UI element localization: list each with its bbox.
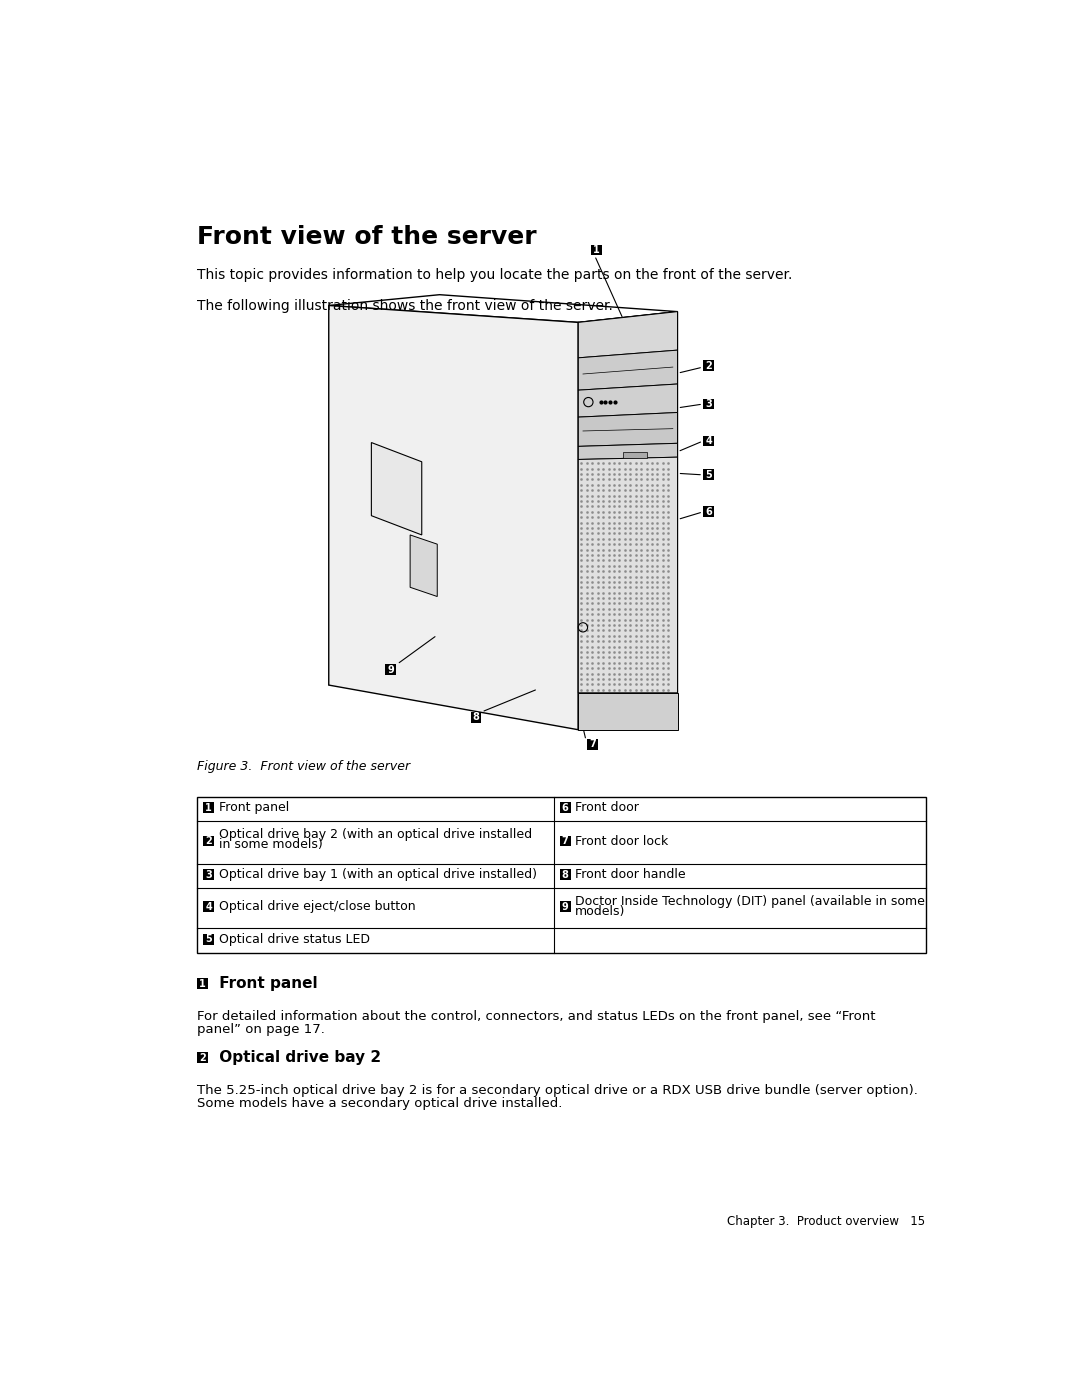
Text: 1: 1 bbox=[205, 802, 212, 813]
Text: The following illustration shows the front view of the server.: The following illustration shows the fro… bbox=[197, 299, 612, 313]
Polygon shape bbox=[578, 384, 677, 418]
Text: 3: 3 bbox=[705, 400, 712, 409]
Text: 3: 3 bbox=[205, 869, 212, 880]
Text: Optical drive status LED: Optical drive status LED bbox=[218, 933, 369, 946]
Text: Front door: Front door bbox=[576, 800, 639, 814]
Bar bbox=[703, 398, 714, 409]
Polygon shape bbox=[410, 535, 437, 597]
Text: 8: 8 bbox=[473, 712, 480, 722]
Text: Figure 3.  Front view of the server: Figure 3. Front view of the server bbox=[197, 760, 410, 773]
Text: Front panel: Front panel bbox=[218, 800, 289, 814]
Bar bbox=[197, 1052, 207, 1063]
Text: 2: 2 bbox=[705, 360, 712, 370]
Polygon shape bbox=[578, 443, 677, 460]
Bar bbox=[703, 507, 714, 517]
Text: Optical drive eject/close button: Optical drive eject/close button bbox=[218, 900, 416, 914]
Polygon shape bbox=[578, 312, 677, 358]
Text: models): models) bbox=[576, 905, 625, 918]
Text: Optical drive bay 2: Optical drive bay 2 bbox=[214, 1051, 381, 1066]
Text: 9: 9 bbox=[562, 902, 568, 912]
Text: Front door handle: Front door handle bbox=[576, 868, 686, 882]
Bar bbox=[623, 451, 647, 458]
Bar bbox=[203, 869, 214, 880]
Bar bbox=[203, 835, 214, 847]
Bar bbox=[386, 665, 396, 675]
Polygon shape bbox=[578, 457, 677, 693]
Polygon shape bbox=[328, 295, 677, 323]
Text: This topic provides information to help you locate the parts on the front of the: This topic provides information to help … bbox=[197, 268, 793, 282]
Text: Some models have a secondary optical drive installed.: Some models have a secondary optical dri… bbox=[197, 1097, 563, 1111]
Bar bbox=[203, 802, 214, 813]
Polygon shape bbox=[328, 306, 578, 729]
Text: Doctor Inside Technology (DIT) panel (available in some: Doctor Inside Technology (DIT) panel (av… bbox=[576, 894, 926, 908]
Bar bbox=[591, 244, 602, 256]
Bar bbox=[703, 436, 714, 447]
Text: Front door lock: Front door lock bbox=[576, 834, 669, 848]
Text: Optical drive bay 2 (with an optical drive installed: Optical drive bay 2 (with an optical dri… bbox=[218, 827, 531, 841]
Text: 4: 4 bbox=[205, 902, 212, 912]
Text: Chapter 3.  Product overview   15: Chapter 3. Product overview 15 bbox=[727, 1215, 926, 1228]
Text: 6: 6 bbox=[562, 802, 568, 813]
Text: 2: 2 bbox=[199, 1053, 206, 1063]
Text: 1: 1 bbox=[593, 244, 599, 256]
Bar bbox=[471, 712, 482, 722]
Text: 6: 6 bbox=[705, 507, 712, 517]
Polygon shape bbox=[578, 693, 677, 729]
Polygon shape bbox=[372, 443, 422, 535]
Text: The 5.25-inch optical drive bay 2 is for a secondary optical drive or a RDX USB : The 5.25-inch optical drive bay 2 is for… bbox=[197, 1084, 918, 1097]
Bar bbox=[203, 901, 214, 912]
Text: 7: 7 bbox=[589, 739, 596, 749]
Bar bbox=[203, 933, 214, 944]
Text: 8: 8 bbox=[562, 869, 568, 880]
Bar bbox=[703, 360, 714, 372]
Bar bbox=[559, 869, 570, 880]
Bar bbox=[559, 901, 570, 912]
Text: Front view of the server: Front view of the server bbox=[197, 225, 537, 250]
Text: Optical drive bay 1 (with an optical drive installed): Optical drive bay 1 (with an optical dri… bbox=[218, 868, 537, 882]
Text: in some models): in some models) bbox=[218, 838, 323, 851]
Polygon shape bbox=[578, 412, 677, 447]
Bar bbox=[559, 835, 570, 847]
Text: Front panel: Front panel bbox=[214, 977, 318, 992]
Bar bbox=[703, 469, 714, 481]
Bar bbox=[559, 802, 570, 813]
Text: 7: 7 bbox=[562, 835, 568, 847]
Text: 9: 9 bbox=[388, 665, 394, 675]
Bar bbox=[197, 978, 207, 989]
Text: 1: 1 bbox=[199, 979, 206, 989]
Polygon shape bbox=[578, 312, 677, 729]
Polygon shape bbox=[578, 351, 677, 390]
Text: panel” on page 17.: panel” on page 17. bbox=[197, 1023, 325, 1037]
Bar bbox=[197, 796, 926, 953]
Text: 2: 2 bbox=[205, 835, 212, 847]
Text: 5: 5 bbox=[205, 935, 212, 944]
Text: 4: 4 bbox=[705, 436, 712, 446]
Bar bbox=[586, 739, 597, 750]
Text: For detailed information about the control, connectors, and status LEDs on the f: For detailed information about the contr… bbox=[197, 1010, 876, 1023]
Text: 5: 5 bbox=[705, 469, 712, 481]
